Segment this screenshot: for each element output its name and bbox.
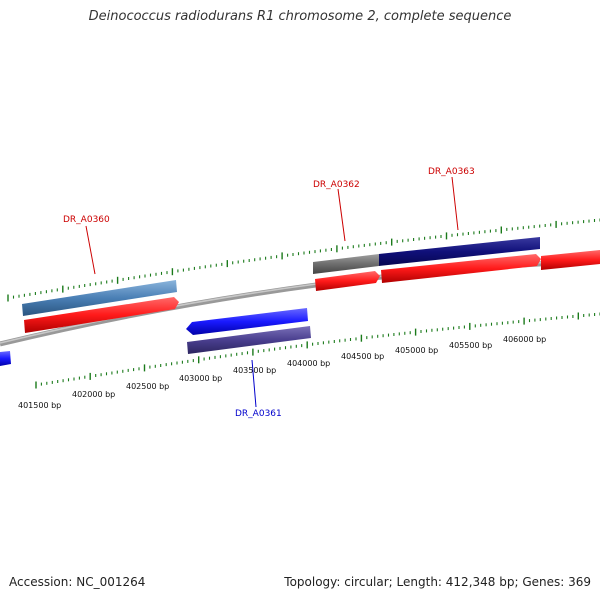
scale-label-405500: 405500 bp: [449, 341, 492, 350]
cds-dr-a0362: [315, 271, 380, 291]
scale-label-402000: 402000 bp: [72, 390, 115, 399]
cds-dr-a0361: [186, 308, 308, 335]
summary-text: Topology: circular; Length: 412,348 bp; …: [284, 575, 591, 589]
scale-label-403500: 403500 bp: [233, 366, 276, 375]
gene-dr-a0361: [187, 326, 311, 354]
scale-label-401500: 401500 bp: [18, 401, 61, 410]
leader-dr-a0360: [85, 225, 96, 275]
scale-label-403000: 403000 bp: [179, 374, 222, 383]
gene-dr-a0360: [22, 280, 177, 316]
cds-previous-gene: [0, 351, 11, 366]
scale-label-406000: 406000 bp: [503, 335, 546, 344]
upper-tick-row: [7, 218, 600, 302]
cds-dr-a0363: [381, 254, 541, 283]
cds-next-gene: [541, 250, 600, 270]
leader-dr-a0362: [337, 188, 346, 242]
lower-tick-row: [35, 312, 600, 389]
gene-dr-a0363: [379, 237, 540, 266]
scale-label-404000: 404000 bp: [287, 359, 330, 368]
leader-dr-a0361: [251, 359, 257, 408]
gene-track-lower: [0, 308, 311, 366]
scale-label-404500: 404500 bp: [341, 352, 384, 361]
leader-dr-a0363: [451, 176, 459, 231]
scale-label-402500: 402500 bp: [126, 382, 169, 391]
gene-label-dr-a0363[interactable]: DR_A0363: [428, 167, 475, 177]
gene-dr-a0362: [313, 254, 379, 274]
gene-label-dr-a0360[interactable]: DR_A0360: [63, 215, 110, 225]
accession-text: Accession: NC_001264: [9, 575, 146, 589]
map-title: Deinococcus radiodurans R1 chromosome 2,…: [88, 9, 512, 24]
gene-track-upper: [22, 237, 600, 333]
gene-label-dr-a0362[interactable]: DR_A0362: [313, 180, 360, 190]
cds-dr-a0360: [24, 297, 179, 333]
scale-label-405000: 405000 bp: [395, 346, 438, 355]
gene-label-dr-a0361[interactable]: DR_A0361: [235, 409, 282, 419]
